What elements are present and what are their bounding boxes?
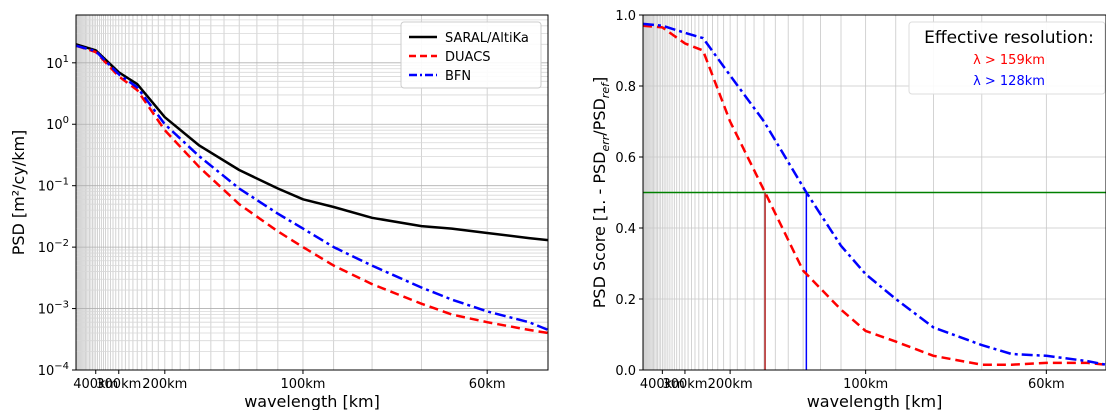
psd-plot-frame: [75, 14, 549, 371]
legend-title: Effective resolution:: [924, 28, 1094, 48]
legend-label-1: DUACS: [445, 50, 491, 65]
y-tick-label: 0.0: [615, 364, 636, 379]
x-tick-label: 300km: [662, 377, 707, 392]
x-tick-label: 100km: [843, 377, 888, 392]
y-tick-label: 0.4: [615, 222, 636, 237]
y-tick-label: 0.6: [615, 151, 636, 166]
series-line-2: [75, 44, 549, 332]
x-tick-label: 60km: [1028, 377, 1065, 392]
x-tick-label: 400km: [640, 377, 685, 392]
x-tick-label: 200km: [142, 377, 187, 392]
psd-legend-box: [400, 21, 542, 89]
y-tick-label: 10−4: [38, 361, 69, 379]
legend-label-0: SARAL/AltiKa: [445, 31, 529, 46]
legend-label-2: BFN: [445, 69, 471, 84]
y-tick-label: 1.0: [615, 9, 636, 24]
x-tick-label: 60km: [469, 377, 506, 392]
score-series: [642, 22, 1106, 370]
score-legend: Effective resolution: λ > 159km λ > 128km: [908, 21, 1106, 95]
series-line-1: [642, 22, 1106, 366]
x-tick-label: 200km: [708, 377, 753, 392]
score-y-axis-label: PSD Score [1. - PSDerr/PSDref]: [590, 77, 612, 308]
y-tick-label: 100: [46, 115, 69, 133]
y-tick-label: 10−2: [38, 238, 69, 256]
y-tick-label: 0.8: [615, 80, 636, 95]
series-line-0: [642, 24, 1106, 366]
y-tick-label: 101: [46, 54, 69, 72]
x-tick-label: 300km: [96, 377, 141, 392]
x-tick-label: 100km: [280, 377, 325, 392]
y-tick-label: 10−1: [38, 177, 69, 195]
psd-legend: SARAL/AltiKa DUACS BFN: [400, 21, 542, 89]
y-tick-label: 0.2: [615, 293, 636, 308]
effective-resolution-label-0: λ > 159km: [973, 53, 1045, 68]
x-tick-label: 400km: [73, 377, 118, 392]
score-plot-frame: [642, 14, 1106, 371]
series-line-0: [75, 43, 549, 242]
psd-y-axis-label: PSD [m²/cy/km]: [9, 130, 28, 256]
y-tick-label: 10−3: [38, 300, 69, 318]
psd-x-axis-label: wavelength [km]: [244, 392, 380, 410]
score-legend-box: [908, 21, 1106, 95]
psd-series: [75, 43, 549, 335]
effective-resolution-label-1: λ > 128km: [973, 74, 1045, 89]
score-x-axis-label: wavelength [km]: [807, 392, 943, 410]
